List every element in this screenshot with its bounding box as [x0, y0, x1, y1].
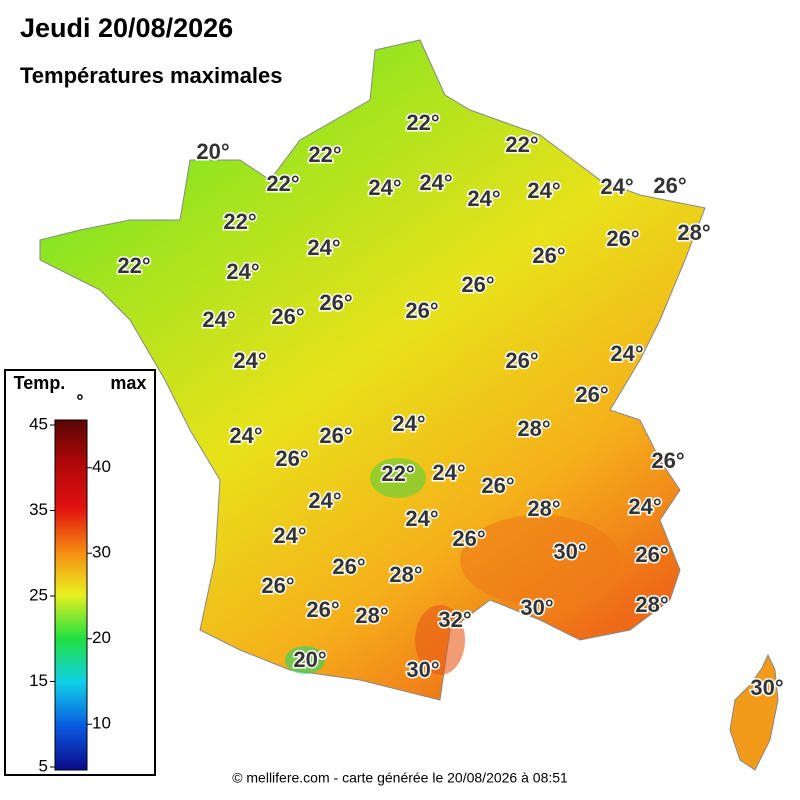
- cool-zone: [370, 458, 426, 498]
- temperature-label: 22°: [308, 142, 341, 167]
- temperature-label: 24°: [307, 235, 340, 260]
- temperature-label: 26°: [653, 173, 686, 198]
- colorbar: [54, 419, 88, 771]
- temperature-label: 26°: [532, 243, 565, 268]
- temperature-label: 26°: [271, 304, 304, 329]
- temperature-label: 26°: [319, 423, 352, 448]
- temperature-label: 22°: [505, 132, 538, 157]
- temperature-label: 24°: [226, 259, 259, 284]
- legend-tick-label: 30: [92, 543, 111, 562]
- legend-tick-label: 15: [29, 671, 48, 690]
- temperature-label: 26°: [606, 226, 639, 251]
- temperature-label: 26°: [635, 542, 668, 567]
- temperature-label: 24°: [273, 523, 306, 548]
- temperature-label: 26°: [651, 448, 684, 473]
- temperature-label: 24°: [368, 175, 401, 200]
- temperature-label: 28°: [355, 603, 388, 628]
- temperature-label: 26°: [275, 446, 308, 471]
- footer: © mellifere.com - carte générée le 20/08…: [232, 770, 568, 786]
- temperature-label: 26°: [319, 290, 352, 315]
- temperature-label: 30°: [406, 657, 439, 682]
- legend-tick-label: 45: [29, 414, 48, 433]
- temperature-label: 26°: [575, 382, 608, 407]
- temperature-label: 26°: [452, 526, 485, 551]
- temperature-label: 24°: [405, 506, 438, 531]
- legend-title: Temp. max °: [13, 373, 147, 411]
- title: Jeudi 20/08/2026: [20, 13, 233, 43]
- temperature-label: 22°: [406, 110, 439, 135]
- temperature-label: 28°: [527, 496, 560, 521]
- temperature-label: 24°: [308, 488, 341, 513]
- temperature-label: 24°: [432, 460, 465, 485]
- temperature-label: 26°: [461, 272, 494, 297]
- legend-tick-label: 5: [39, 756, 48, 775]
- temperature-label: 30°: [553, 539, 586, 564]
- temperature-label: 28°: [389, 562, 422, 587]
- temperature-label: 30°: [520, 595, 553, 620]
- temperature-label: 26°: [505, 348, 538, 373]
- temperature-label: 24°: [600, 174, 633, 199]
- corsica: [729, 653, 779, 771]
- temperature-label: 24°: [610, 341, 643, 366]
- temperature-label: 20°: [196, 139, 229, 164]
- heat-zone: [415, 605, 465, 675]
- temperature-label: 22°: [223, 209, 256, 234]
- temperature-label: 20°: [293, 647, 326, 672]
- temperature-label: 24°: [392, 411, 425, 436]
- temperature-label: 24°: [233, 348, 266, 373]
- temperature-label: 26°: [261, 573, 294, 598]
- legend-tick-label: 25: [29, 585, 48, 604]
- temperature-label: 26°: [481, 473, 514, 498]
- temperature-label: 32°: [438, 607, 471, 632]
- temperature-label: 24°: [202, 307, 235, 332]
- temperature-label: 28°: [677, 220, 710, 245]
- temperature-label: 26°: [306, 597, 339, 622]
- legend-tick-label: 10: [92, 714, 111, 733]
- legend-tick-label: 20: [92, 628, 111, 647]
- temperature-label: 24°: [628, 494, 661, 519]
- temperature-label: 22°: [117, 253, 150, 278]
- legend-tick-label: 35: [29, 500, 48, 519]
- temperature-label: 28°: [517, 416, 550, 441]
- temperature-label: 30°: [750, 675, 783, 700]
- temperature-label: 22°: [381, 461, 414, 486]
- temperature-label: 24°: [467, 186, 500, 211]
- subtitle: Températures maximales: [20, 63, 283, 88]
- temperature-label: 24°: [419, 170, 452, 195]
- cool-zone: [285, 646, 325, 674]
- heat-zone: [460, 515, 620, 605]
- temperature-label: 26°: [405, 298, 438, 323]
- temperature-label: 28°: [635, 592, 668, 617]
- temperature-label: 24°: [527, 178, 560, 203]
- temperature-label: 26°: [332, 554, 365, 579]
- temperature-label: 22°: [266, 171, 299, 196]
- temperature-label: 24°: [229, 423, 262, 448]
- legend-tick-label: 40: [92, 457, 111, 476]
